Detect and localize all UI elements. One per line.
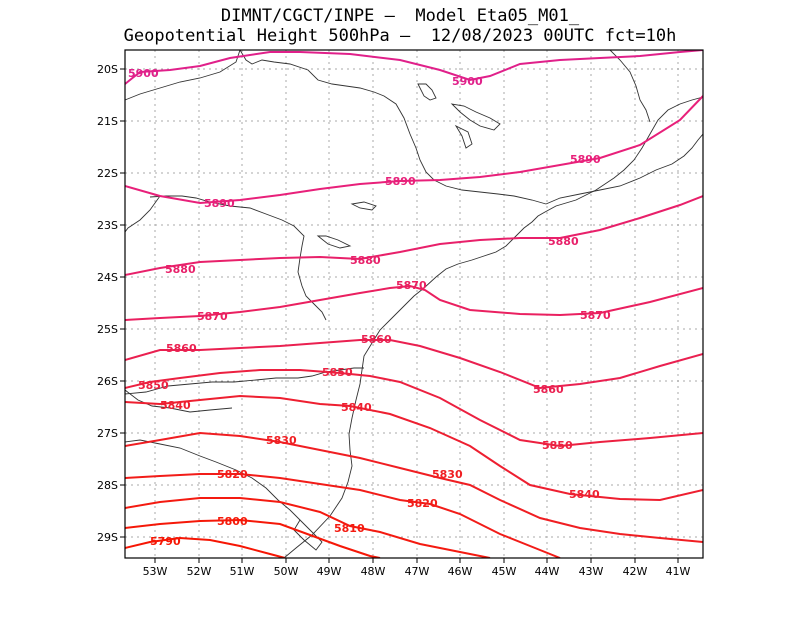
y-tick-label: 27S bbox=[97, 427, 118, 440]
chart-title-line-2: Geopotential Height 500hPa – 12/08/2023 … bbox=[123, 26, 677, 46]
x-tick-label: 46W bbox=[448, 565, 473, 578]
border-sp-pr bbox=[149, 195, 327, 321]
x-tick-label: 45W bbox=[492, 565, 517, 578]
x-tick-label: 52W bbox=[187, 565, 212, 578]
contour-label: 5900 bbox=[452, 75, 483, 88]
contour-label: 5860 bbox=[533, 383, 564, 396]
contour-lines bbox=[125, 50, 703, 558]
contour-label: 5850 bbox=[322, 366, 353, 379]
y-tick-label: 29S bbox=[97, 531, 118, 544]
y-tick-label: 22S bbox=[97, 167, 118, 180]
border-pr-sc bbox=[125, 367, 364, 395]
contour-label: 5880 bbox=[548, 235, 579, 248]
y-tick-label: 21S bbox=[97, 115, 118, 128]
contour-5830 bbox=[125, 431, 703, 543]
coastline bbox=[283, 96, 703, 558]
contour-5840 bbox=[125, 394, 703, 502]
contour-label: 5880 bbox=[165, 263, 196, 276]
contour-5820 bbox=[125, 473, 561, 558]
contour-label: 5890 bbox=[570, 153, 601, 166]
contour-label: 5880 bbox=[350, 254, 381, 267]
contour-label: 5850 bbox=[138, 379, 169, 392]
contour-label: 5790 bbox=[150, 535, 181, 548]
border-mg-rj bbox=[545, 133, 703, 205]
y-tick-label: 26S bbox=[97, 375, 118, 388]
contour-label: 5860 bbox=[166, 342, 197, 355]
contour-label: 5830 bbox=[266, 434, 297, 447]
x-tick-label: 51W bbox=[230, 565, 255, 578]
contour-label: 5850 bbox=[542, 439, 573, 452]
x-tick-label: 47W bbox=[405, 565, 430, 578]
x-tick-label: 44W bbox=[535, 565, 560, 578]
border-ms-sp bbox=[125, 50, 241, 101]
y-tick-label: 20S bbox=[97, 63, 118, 76]
contour-label: 5890 bbox=[204, 197, 235, 210]
border-mg-es bbox=[609, 50, 651, 123]
contour-5900 bbox=[125, 50, 703, 85]
contour-5890 bbox=[125, 95, 703, 205]
tick-marks bbox=[120, 68, 679, 563]
chart-title-line-1: DIMNT/CGCT/INPE – Model Eta05_M01_ bbox=[220, 6, 580, 26]
reservoir-4 bbox=[350, 201, 377, 211]
x-tick-label: 42W bbox=[623, 565, 648, 578]
contour-5850 bbox=[125, 369, 703, 448]
x-axis-labels: 53W 52W 51W 50W 49W 48W 47W 46W 45W 44W … bbox=[143, 565, 691, 578]
reservoir-5 bbox=[316, 235, 352, 249]
contour-5800 bbox=[125, 518, 381, 558]
contour-label: 5840 bbox=[569, 488, 600, 501]
contour-5810 bbox=[125, 497, 491, 558]
x-tick-label: 49W bbox=[317, 565, 342, 578]
plot-frame bbox=[124, 49, 704, 559]
coastline-borders bbox=[125, 50, 703, 558]
border-argentina bbox=[125, 389, 233, 413]
contour-5790 bbox=[125, 536, 286, 558]
reservoir-3 bbox=[454, 124, 473, 149]
y-tick-label: 24S bbox=[97, 271, 118, 284]
y-tick-label: 23S bbox=[97, 219, 118, 232]
x-tick-label: 48W bbox=[361, 565, 386, 578]
contour-label: 5870 bbox=[580, 309, 611, 322]
border-sp-mg bbox=[239, 50, 547, 205]
contour-5870 bbox=[125, 284, 703, 321]
y-axis-labels: 20S 21S 22S 23S 24S 25S 26S 27S 28S 29S bbox=[97, 63, 118, 544]
contour-label: 5820 bbox=[407, 497, 438, 510]
contour-label: 5810 bbox=[334, 522, 365, 535]
contour-label: 5890 bbox=[385, 175, 416, 188]
contour-label: 5800 bbox=[217, 515, 248, 528]
contour-5860 bbox=[125, 339, 703, 390]
reservoir-2 bbox=[450, 103, 501, 131]
x-tick-label: 41W bbox=[666, 565, 691, 578]
contour-label: 5870 bbox=[396, 279, 427, 292]
contour-label: 5840 bbox=[160, 399, 191, 412]
y-tick-label: 28S bbox=[97, 479, 118, 492]
border-pr-west bbox=[125, 195, 161, 233]
contour-labels: 5900 5900 5890 5890 5890 5880 5880 5880 … bbox=[128, 67, 611, 548]
x-tick-label: 43W bbox=[579, 565, 604, 578]
contour-label: 5870 bbox=[197, 310, 228, 323]
contour-label: 5900 bbox=[128, 67, 159, 80]
contour-label: 5830 bbox=[432, 468, 463, 481]
contour-label: 5820 bbox=[217, 468, 248, 481]
reservoir-1 bbox=[417, 83, 437, 101]
contour-label: 5840 bbox=[341, 401, 372, 414]
y-tick-label: 25S bbox=[97, 323, 118, 336]
contour-label: 5860 bbox=[361, 333, 392, 346]
grid-lines bbox=[125, 50, 703, 558]
contour-5880 bbox=[125, 195, 703, 276]
border-sc-rs bbox=[125, 439, 301, 521]
x-tick-label: 50W bbox=[274, 565, 299, 578]
x-tick-label: 53W bbox=[143, 565, 168, 578]
